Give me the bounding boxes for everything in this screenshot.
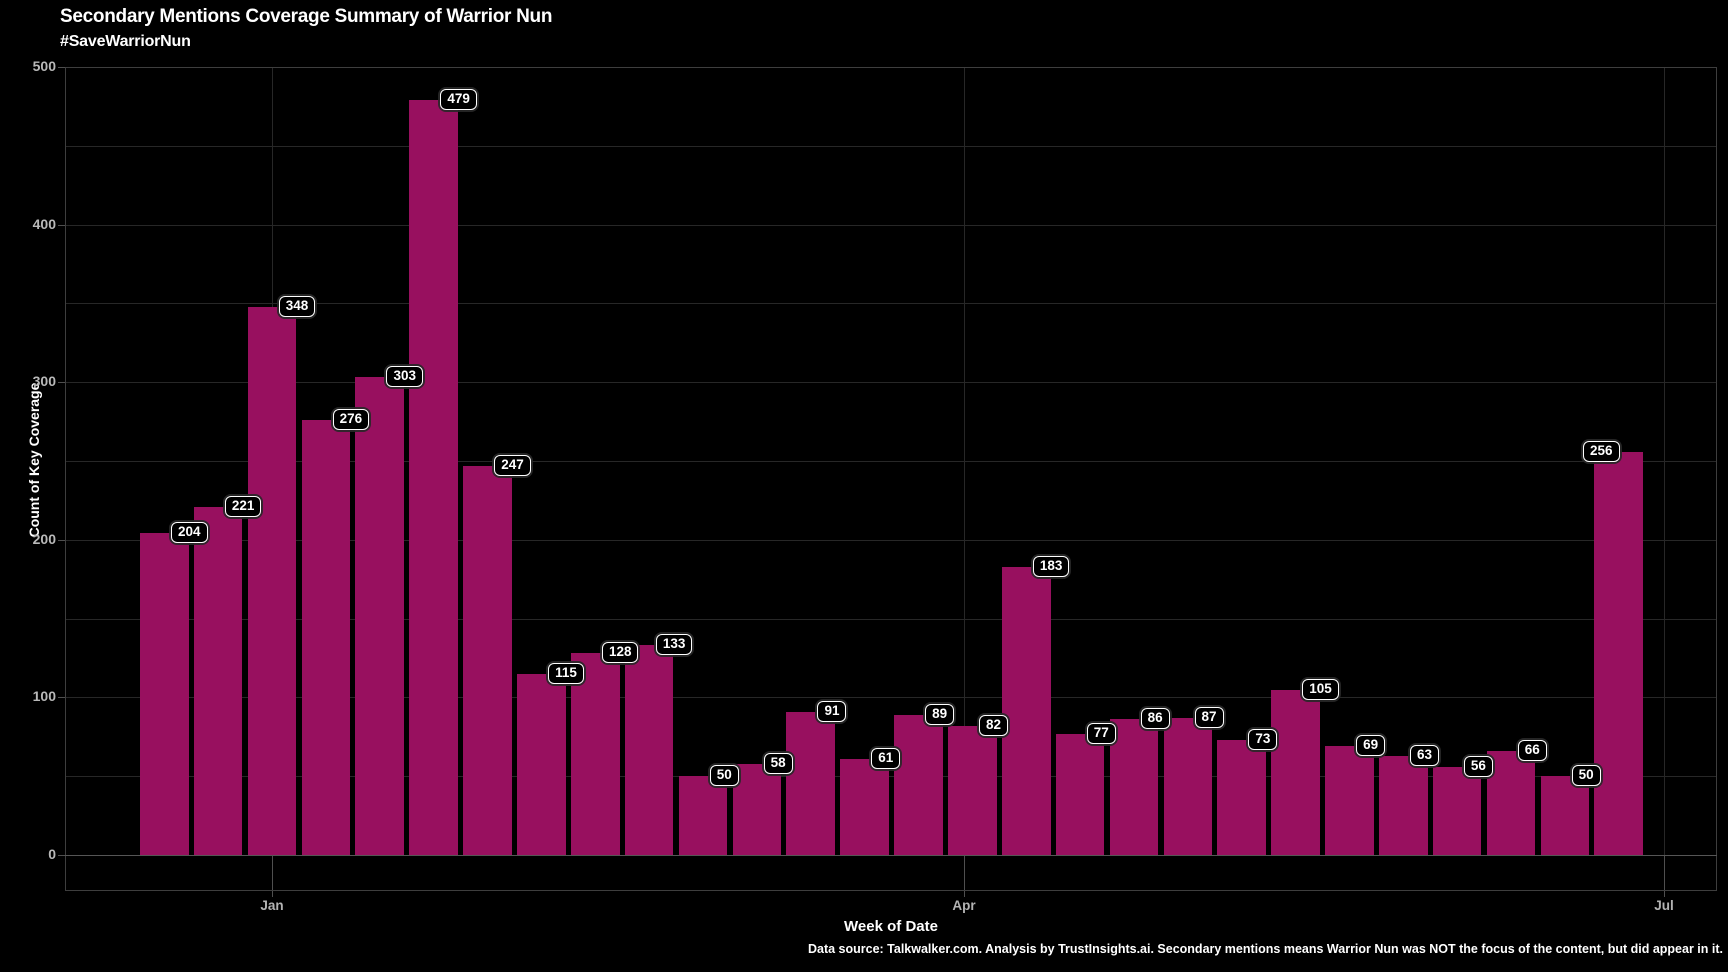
- bar[interactable]: [1594, 451, 1644, 855]
- gridline-horizontal: [65, 382, 1717, 384]
- bar-value-label: 303: [386, 366, 423, 388]
- bar[interactable]: [624, 645, 674, 855]
- chart-subtitle: #SaveWarriorNun: [60, 33, 191, 50]
- bar[interactable]: [948, 725, 997, 855]
- gridline-horizontal: [65, 224, 1717, 226]
- bar[interactable]: [1217, 739, 1266, 855]
- gridline-horizontal: [65, 697, 1717, 699]
- bar-value-label: 50: [1571, 765, 1601, 787]
- bar[interactable]: [840, 758, 889, 855]
- bar-value-label: 66: [1517, 739, 1547, 761]
- plot-frame: [65, 67, 1717, 891]
- bar[interactable]: [140, 533, 189, 855]
- bar-value-label: 247: [494, 454, 531, 476]
- bar-value-label: 115: [548, 662, 584, 684]
- y-tick-label: 200: [32, 530, 56, 547]
- y-tick-mark: [58, 855, 65, 856]
- bar[interactable]: [1432, 766, 1482, 855]
- gridline-vertical: [964, 67, 966, 855]
- bar[interactable]: [1379, 755, 1428, 855]
- bar[interactable]: [463, 465, 512, 855]
- bar-value-label: 87: [1194, 706, 1224, 728]
- gridline-vertical: [1663, 67, 1665, 855]
- bar[interactable]: [1001, 566, 1051, 855]
- bar[interactable]: [409, 100, 458, 855]
- y-tick-mark: [58, 224, 65, 226]
- bar[interactable]: [301, 420, 351, 855]
- bar-value-label: 89: [925, 703, 955, 725]
- bar-value-label: 69: [1356, 735, 1386, 757]
- bar[interactable]: [678, 776, 728, 855]
- gridline-horizontal: [65, 461, 1717, 462]
- bar[interactable]: [1163, 717, 1213, 855]
- bar-value-label: 183: [1032, 555, 1070, 577]
- bar[interactable]: [894, 714, 943, 855]
- y-tick-mark: [58, 67, 65, 68]
- bar[interactable]: [517, 673, 566, 855]
- bar-value-label: 128: [601, 642, 639, 664]
- x-axis-title: Week of Date: [844, 918, 938, 935]
- bar[interactable]: [732, 763, 782, 855]
- y-tick-label: 100: [32, 688, 56, 705]
- data-source-note: Data source: Talkwalker.com. Analysis by…: [807, 942, 1723, 956]
- bar-value-label: 133: [655, 634, 693, 656]
- bar[interactable]: [570, 653, 620, 855]
- chart-title: Secondary Mentions Coverage Summary of W…: [60, 6, 553, 27]
- bar[interactable]: [1486, 750, 1536, 855]
- x-tick-mark: [1663, 855, 1665, 897]
- bar-value-label: 58: [763, 752, 793, 774]
- bar-value-label: 82: [979, 714, 1009, 736]
- y-tick-label: 0: [48, 846, 56, 862]
- bar[interactable]: [193, 506, 243, 855]
- bar-value-label: 256: [1582, 440, 1620, 462]
- bar-value-label: 204: [171, 522, 208, 544]
- x-axis-baseline: [65, 855, 1717, 856]
- bar[interactable]: [247, 306, 297, 855]
- bar[interactable]: [1271, 689, 1320, 855]
- bar[interactable]: [1109, 719, 1159, 855]
- bar-value-label: 56: [1463, 755, 1493, 777]
- bar-value-label: 77: [1086, 722, 1116, 744]
- bar-value-label: 105: [1302, 678, 1339, 700]
- bar-value-label: 63: [1410, 744, 1440, 766]
- y-tick-mark: [58, 697, 65, 699]
- gridline-horizontal: [65, 776, 1717, 778]
- x-tick-mark: [964, 855, 966, 897]
- bar-value-label: 61: [871, 747, 901, 769]
- bar-value-label: 479: [440, 89, 477, 111]
- bar-value-label: 73: [1248, 728, 1278, 750]
- bar[interactable]: [1325, 746, 1374, 855]
- bar-value-label: 348: [278, 295, 316, 317]
- gridline-horizontal: [65, 618, 1717, 620]
- bar[interactable]: [1055, 733, 1105, 855]
- x-tick-label: Jan: [260, 898, 284, 913]
- bar-value-label: 91: [817, 700, 847, 722]
- bar[interactable]: [355, 377, 405, 855]
- bar-value-label: 221: [224, 495, 262, 517]
- y-tick-label: 400: [32, 215, 56, 232]
- bar-value-label: 50: [709, 765, 739, 787]
- y-tick-label: 500: [32, 58, 56, 74]
- x-tick-mark: [271, 855, 273, 897]
- bar-value-label: 86: [1140, 708, 1170, 730]
- bar[interactable]: [786, 711, 836, 855]
- gridline-horizontal: [65, 303, 1717, 305]
- bar-value-label: 276: [332, 409, 370, 431]
- bar[interactable]: [1540, 776, 1590, 855]
- y-tick-label: 300: [32, 373, 56, 390]
- gridline-horizontal: [65, 539, 1717, 541]
- y-tick-mark: [58, 539, 65, 541]
- gridline-horizontal: [65, 145, 1717, 147]
- y-tick-mark: [58, 382, 65, 384]
- x-tick-label: Apr: [952, 898, 976, 913]
- x-tick-label: Jul: [1654, 898, 1674, 913]
